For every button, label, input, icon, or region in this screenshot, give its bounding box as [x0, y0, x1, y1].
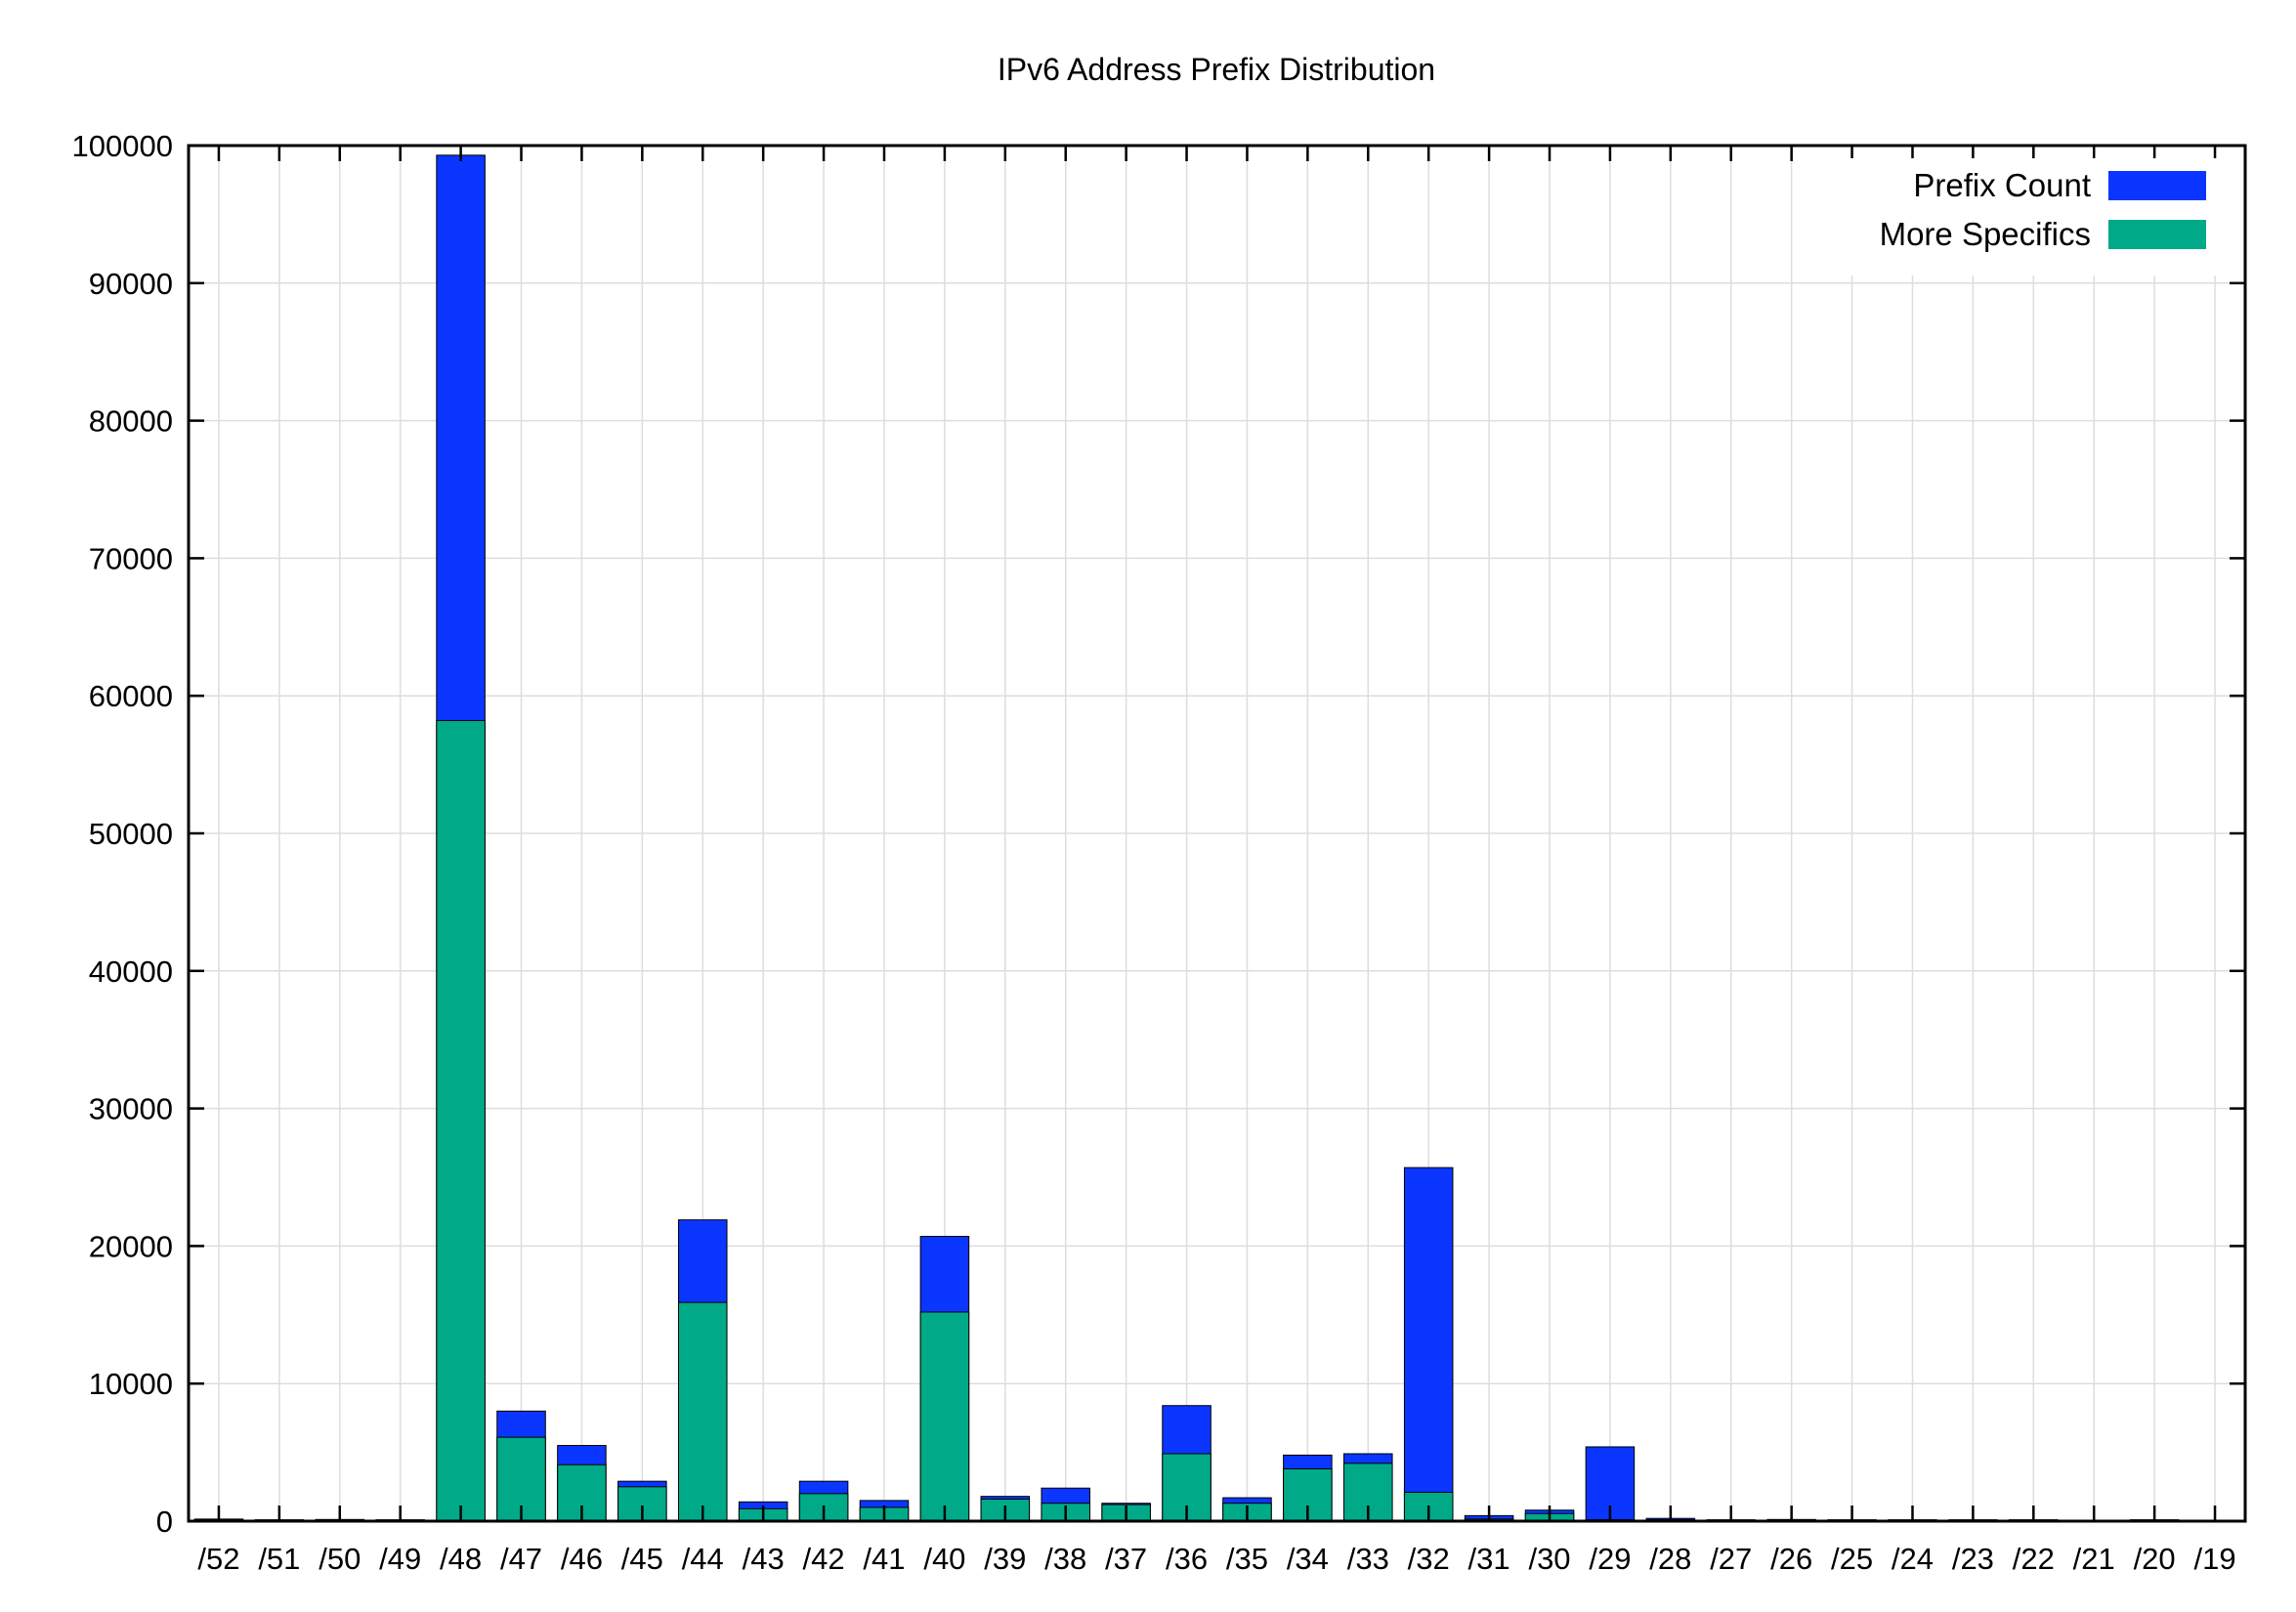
bar-more-specifics: [919, 1311, 970, 1522]
x-tick-label: /20: [2134, 1542, 2176, 1576]
x-tick-label: /37: [1105, 1542, 1147, 1576]
y-tick-label: 20000: [89, 1229, 173, 1263]
y-tick-label: 50000: [89, 817, 173, 851]
bar-prefix-count: [1403, 1167, 1454, 1522]
y-axis-tick-labels: 0 10000 20000 30000 40000 50000 60000 70000 8000…: [72, 129, 173, 1539]
y-tick-label: 90000: [89, 267, 173, 301]
x-tick-label: /47: [500, 1542, 542, 1576]
x-tick-label: /35: [1226, 1542, 1268, 1576]
x-tick-label: /30: [1528, 1542, 1570, 1576]
x-tick-label: /52: [197, 1542, 239, 1576]
x-tick-label: /45: [621, 1542, 663, 1576]
x-tick-label: /38: [1044, 1542, 1086, 1576]
legend-swatch: [2108, 171, 2206, 200]
x-tick-label: /49: [379, 1542, 421, 1576]
x-tick-label: /46: [561, 1542, 603, 1576]
x-tick-label: /25: [1831, 1542, 1873, 1576]
x-tick-label: /42: [803, 1542, 845, 1576]
y-tick-label: 70000: [89, 541, 173, 575]
y-tick-label: 100000: [72, 129, 173, 163]
y-tick-label: 60000: [89, 679, 173, 713]
x-tick-label: /36: [1166, 1542, 1208, 1576]
x-tick-label: /19: [2193, 1542, 2235, 1576]
bar-more-specifics: [677, 1301, 728, 1522]
y-tick-label: 0: [156, 1505, 173, 1539]
grid-lines: [189, 146, 2245, 1521]
bar-more-specifics: [436, 720, 486, 1522]
legend-label: More Specifics: [1880, 216, 2091, 252]
y-tick-label: 80000: [89, 404, 173, 439]
x-tick-label: /27: [1710, 1542, 1752, 1576]
chart-title: IPv6 Address Prefix Distribution: [998, 52, 1435, 87]
x-tick-label: /48: [440, 1542, 482, 1576]
x-tick-label: /32: [1408, 1542, 1450, 1576]
x-tick-label: /44: [682, 1542, 724, 1576]
x-tick-label: /34: [1287, 1542, 1329, 1576]
x-tick-label: /21: [2073, 1542, 2115, 1576]
axis-ticks: [189, 144, 2245, 1523]
legend: Prefix Count More Specifics: [1847, 158, 2237, 276]
x-tick-label: /29: [1589, 1542, 1631, 1576]
legend-label: Prefix Count: [1913, 167, 2091, 203]
x-tick-label: /24: [1892, 1542, 1934, 1576]
y-tick-label: 30000: [89, 1092, 173, 1126]
x-tick-label: /31: [1468, 1542, 1510, 1576]
x-tick-label: /23: [1952, 1542, 1994, 1576]
x-tick-label: /43: [743, 1542, 785, 1576]
x-tick-label: /51: [258, 1542, 300, 1576]
x-tick-label: /40: [923, 1542, 965, 1576]
x-tick-label: /39: [984, 1542, 1026, 1576]
x-tick-label: /33: [1347, 1542, 1389, 1576]
y-tick-label: 40000: [89, 954, 173, 989]
legend-swatch: [2108, 220, 2206, 249]
x-tick-label: /28: [1649, 1542, 1691, 1576]
x-tick-label: /50: [319, 1542, 361, 1576]
x-tick-label: /26: [1770, 1542, 1812, 1576]
y-tick-label: 10000: [89, 1367, 173, 1401]
x-tick-label: /41: [863, 1542, 905, 1576]
x-axis-tick-labels: /52/51/50/49/48/47/46/45/44/43/42/41/40 /…: [197, 1542, 2235, 1576]
x-tick-label: /22: [2013, 1542, 2055, 1576]
